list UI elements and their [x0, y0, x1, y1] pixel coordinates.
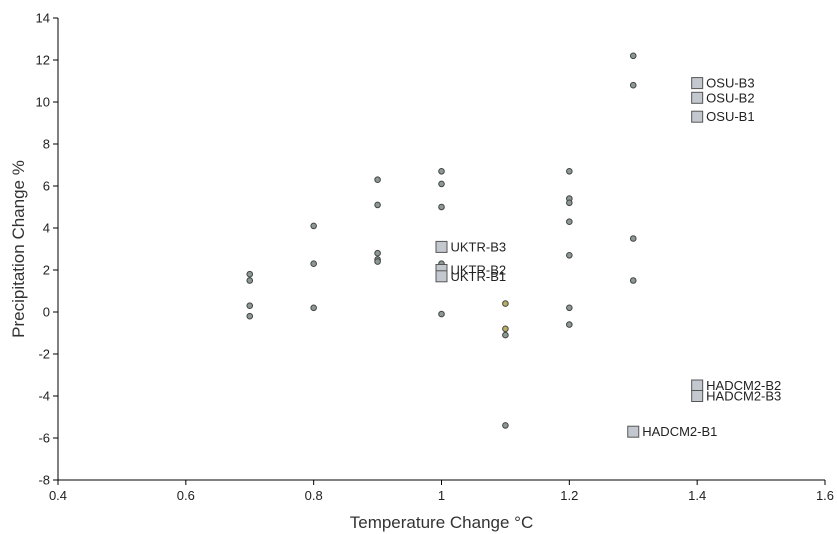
- circle-marker: [246, 270, 254, 278]
- circle-marker: [502, 300, 509, 307]
- circle-marker: [502, 422, 509, 429]
- x-tick-label: 1: [438, 488, 445, 503]
- circle-marker: [374, 249, 381, 257]
- point-label: HADCM2-B1: [642, 424, 717, 439]
- square-marker: [691, 110, 704, 123]
- circle-marker: [566, 304, 573, 312]
- square-marker: [691, 77, 704, 90]
- circle-marker: [374, 176, 381, 183]
- circle-marker: [246, 302, 254, 310]
- y-tick-label: -2: [38, 347, 50, 362]
- y-tick-label: 4: [43, 221, 50, 236]
- circle-marker: [310, 222, 317, 230]
- circle-marker: [310, 260, 317, 268]
- x-tick-label: 0.4: [49, 488, 67, 503]
- y-tick-label: 14: [36, 11, 50, 26]
- x-tick-label: 0.8: [305, 488, 323, 503]
- circle-marker: [566, 321, 573, 328]
- square-marker: [691, 91, 704, 104]
- square-marker: [691, 390, 704, 402]
- circle-marker: [438, 203, 445, 211]
- y-tick-label: -4: [38, 389, 50, 404]
- y-axis-title: Precipitation Change %: [9, 160, 28, 338]
- point-label: HADCM2-B2: [706, 378, 781, 393]
- point-label: UKTR-B1: [451, 269, 507, 284]
- y-tick-label: 6: [43, 179, 50, 194]
- circle-marker: [502, 331, 509, 339]
- point-label: OSU-B3: [706, 76, 754, 91]
- axes: -8 -6 -4 -2 0 2 4 6 8 10 12 14 0.4 0.6 0.8 1 1.2 1.4 1.6: [36, 11, 835, 504]
- square-marker: [691, 379, 704, 392]
- y-tick-label: 0: [43, 305, 50, 320]
- circle-marker: [566, 199, 573, 207]
- x-tick-label: 1.2: [560, 488, 578, 503]
- data-points: [246, 52, 704, 438]
- circle-marker: [629, 235, 637, 242]
- y-tick-label: -6: [38, 431, 50, 446]
- y-tick-label: 2: [43, 263, 50, 278]
- circle-marker: [310, 304, 317, 312]
- circle-marker: [438, 310, 445, 318]
- x-tick-label: 1.4: [688, 488, 706, 503]
- x-tick-label: 1.6: [816, 488, 834, 503]
- circle-marker: [246, 312, 254, 320]
- point-label: OSU-B2: [706, 90, 754, 105]
- circle-marker: [629, 81, 637, 89]
- point-label: HADCM2-B3: [706, 389, 781, 404]
- square-marker: [435, 270, 448, 283]
- circle-marker: [246, 277, 254, 284]
- point-label: OSU-B1: [706, 109, 754, 124]
- x-axis-title: Temperature Change °C: [350, 513, 534, 532]
- circle-marker: [374, 201, 381, 209]
- circle-marker: [566, 168, 573, 175]
- circle-marker: [502, 325, 509, 333]
- y-tick-label: -8: [38, 473, 50, 488]
- circle-marker: [629, 52, 637, 60]
- y-tick-label: 12: [36, 53, 50, 68]
- circle-marker: [438, 168, 445, 175]
- circle-marker: [629, 277, 637, 284]
- x-tick-label: 0.6: [177, 488, 195, 503]
- y-tick-label: 8: [43, 137, 50, 152]
- point-label: UKTR-B3: [451, 239, 507, 254]
- circle-marker: [566, 252, 573, 259]
- circle-marker: [566, 218, 573, 225]
- square-marker: [627, 425, 640, 438]
- square-marker: [435, 240, 448, 253]
- y-tick-label: 10: [36, 95, 50, 110]
- point-label: UKTR-B2: [451, 263, 507, 278]
- circle-marker: [438, 180, 445, 188]
- circle-marker: [374, 258, 381, 265]
